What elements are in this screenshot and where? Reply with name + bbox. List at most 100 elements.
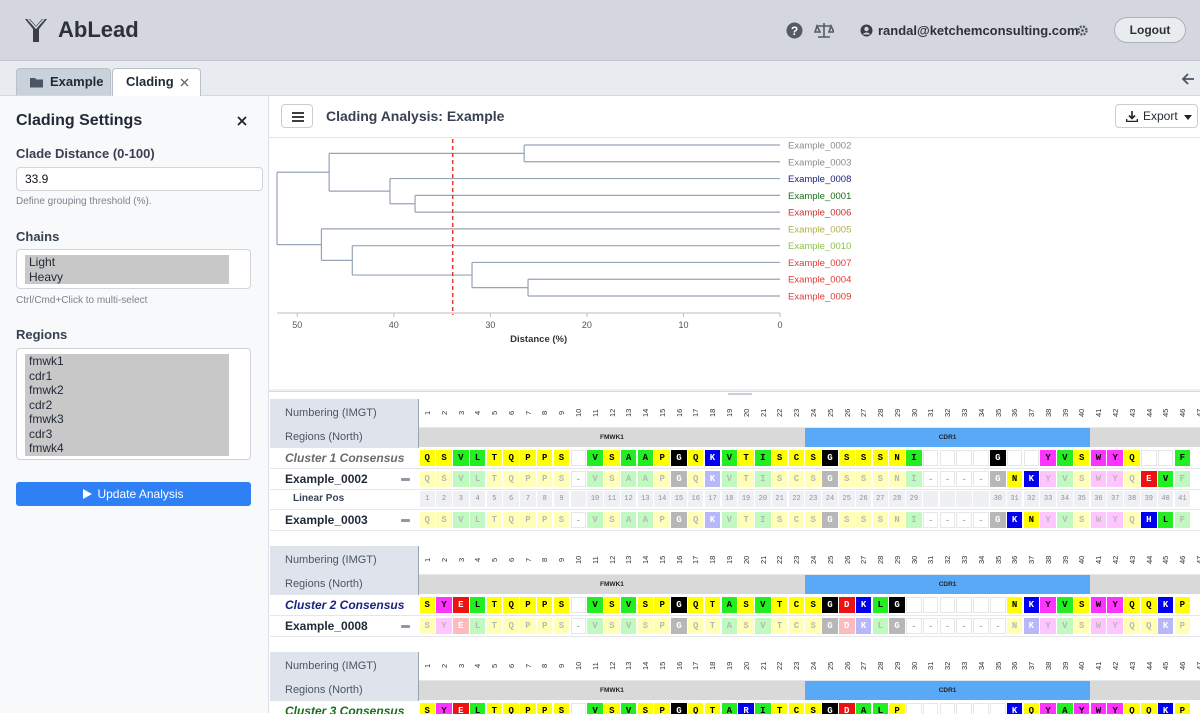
- residue-cell: A: [1057, 703, 1073, 714]
- position-number: 29: [892, 408, 902, 418]
- close-tab-icon[interactable]: [180, 78, 189, 87]
- member-icon[interactable]: [401, 518, 410, 522]
- chains-select[interactable]: Light Heavy: [16, 249, 251, 289]
- residue-cell: V: [1157, 470, 1174, 487]
- residue-cell: -: [906, 617, 922, 634]
- residue-cell: L: [1157, 511, 1174, 528]
- row-divider: [270, 509, 1200, 510]
- option: fmwk3: [25, 412, 229, 427]
- residue-cell: Q: [1124, 617, 1140, 634]
- residue-cell: -: [956, 511, 972, 528]
- residue-cell: S: [553, 450, 570, 466]
- position-number: 14: [641, 555, 650, 565]
- residue-cell: S: [419, 617, 435, 634]
- option: cdr1: [25, 368, 229, 383]
- residue-cell: G: [822, 511, 838, 528]
- splitter-handle[interactable]: [728, 393, 752, 395]
- clade-distance-input[interactable]: 33.9: [16, 167, 263, 191]
- row-label: Regions (North): [285, 684, 363, 696]
- residue-cell: A: [637, 511, 654, 528]
- back-icon[interactable]: [1181, 72, 1195, 86]
- position-number: 9: [557, 557, 567, 563]
- residue-cell: G: [822, 703, 838, 714]
- residue-cell: Y: [1107, 470, 1123, 487]
- position-number: 19: [724, 408, 734, 418]
- residue-cell: V: [587, 470, 603, 487]
- residue-cell: P: [1174, 597, 1191, 613]
- position-number: 18: [708, 555, 718, 565]
- residue-cell: P: [536, 511, 553, 528]
- residue-cell: S: [419, 597, 435, 613]
- settings-icon[interactable]: [1077, 25, 1088, 36]
- position-number: 17: [691, 555, 701, 565]
- splitter[interactable]: [269, 389, 1200, 391]
- help-icon[interactable]: ?: [786, 22, 803, 39]
- residue-cell: V: [1057, 450, 1073, 466]
- residue-cell: A: [620, 511, 637, 528]
- residue-cell: Q: [687, 470, 704, 487]
- residue-cell: [939, 450, 956, 466]
- position-number: 6: [506, 663, 516, 669]
- export-label: Export: [1143, 109, 1178, 123]
- residue-cell: [1141, 450, 1157, 466]
- residue-cell: P: [1174, 617, 1191, 634]
- residue-cell: E: [453, 597, 469, 613]
- residue-cell: T: [486, 511, 503, 528]
- residue-cell: R: [738, 703, 754, 714]
- license-icon[interactable]: [814, 21, 834, 39]
- regions-select[interactable]: fmwk1 cdr1 fmwk2 cdr2 fmwk3 cdr3 fmwk4: [16, 348, 251, 460]
- position-number: 24: [808, 661, 818, 671]
- position-number: 3: [456, 410, 466, 416]
- caret-icon: [1184, 115, 1192, 120]
- position-number: 8: [540, 663, 550, 669]
- residue-cell: T: [704, 597, 721, 613]
- close-sidebar-icon[interactable]: [237, 116, 247, 126]
- residue-cell: [973, 450, 989, 466]
- linear-pos: 22: [788, 491, 805, 507]
- position-number: 25: [825, 661, 835, 671]
- residue-cell: T: [738, 470, 754, 487]
- residue-cell: [973, 597, 989, 613]
- x-tick-label: 10: [678, 320, 688, 330]
- position-number: 17: [691, 661, 701, 671]
- menu-button[interactable]: [281, 104, 313, 128]
- residue-cell: G: [990, 470, 1006, 487]
- residue-cell: Q: [1023, 703, 1040, 714]
- residue-cell: S: [553, 617, 570, 634]
- position-number: 39: [1060, 661, 1070, 671]
- tab[interactable]: Example: [16, 68, 111, 95]
- member-name: Example_0002: [285, 471, 368, 486]
- residue-cell: C: [788, 617, 805, 634]
- residue-cell: S: [1073, 450, 1090, 466]
- region-label: FMWK1: [600, 434, 624, 441]
- residue-cell: T: [704, 703, 721, 714]
- row-header: [270, 574, 418, 595]
- linear-pos: 39: [1141, 491, 1157, 507]
- residue-cell: P: [654, 511, 670, 528]
- update-button[interactable]: Update Analysis: [16, 482, 251, 506]
- logout-button[interactable]: Logout: [1114, 17, 1186, 43]
- residue-cell: S: [855, 511, 872, 528]
- member-icon[interactable]: [401, 624, 410, 628]
- export-button[interactable]: Export: [1115, 104, 1198, 128]
- residue-cell: Q: [419, 450, 435, 466]
- tab[interactable]: Clading: [112, 68, 201, 96]
- residue-cell: Q: [419, 470, 435, 487]
- residue-cell: A: [637, 450, 654, 466]
- residue-cell: Y: [1040, 511, 1056, 528]
- x-tick-label: 0: [777, 320, 782, 330]
- position-number: 36: [1010, 555, 1020, 565]
- residue-cell: -: [570, 470, 587, 487]
- linear-pos: [922, 491, 939, 507]
- row-divider: [270, 635, 1200, 637]
- residue-cell: -: [922, 470, 939, 487]
- position-number: 46: [1177, 661, 1187, 671]
- member-icon[interactable]: [401, 477, 410, 481]
- position-number: 12: [607, 555, 617, 565]
- position-number: 15: [657, 661, 667, 671]
- row-label: Numbering (IMGT): [285, 660, 377, 672]
- position-number: 36: [1010, 408, 1020, 418]
- tab-label: Clading: [126, 74, 174, 89]
- residue-cell: A: [620, 470, 637, 487]
- residue-cell: V: [587, 617, 603, 634]
